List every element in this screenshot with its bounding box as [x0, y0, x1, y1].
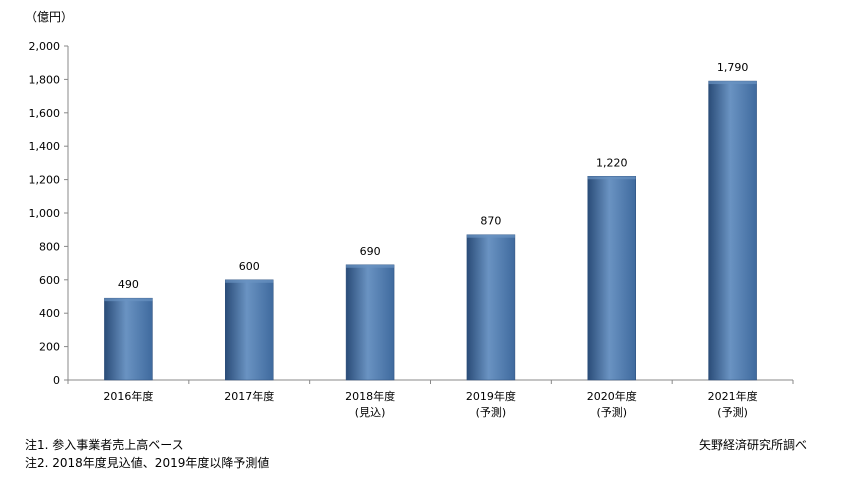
bar-top-highlight [346, 264, 395, 268]
y-tick-label: 800 [39, 240, 60, 253]
x-tick-label: (予測) [596, 405, 627, 419]
y-tick-label: 1,800 [29, 73, 61, 86]
bar-top-highlight [466, 234, 515, 238]
y-tick-label: 1,200 [29, 174, 61, 187]
y-tick-label: 200 [39, 341, 60, 354]
note-1: 注1. 参入事業者売上高ベース [25, 438, 184, 452]
bar [466, 234, 516, 381]
data-label: 690 [360, 245, 381, 258]
x-tick-label: 2019年度 [466, 389, 516, 403]
x-tick-label: (予測) [717, 405, 748, 419]
data-label: 1,790 [717, 61, 749, 74]
x-tick-label: 2021年度 [708, 389, 758, 403]
x-tick-labels: 2016年度 2017年度 2018年度 (見込) 2019年度 (予測) 2020年度 (予… [103, 389, 757, 419]
x-tick-label: (予測) [476, 405, 507, 419]
data-label: 600 [239, 260, 260, 273]
bar-top-highlight [587, 176, 636, 180]
y-tick-label: 1,000 [29, 207, 61, 220]
bar [225, 279, 274, 381]
bars [104, 80, 757, 381]
y-tick-label: 1,600 [29, 107, 61, 120]
x-tick-label: 2018年度 [345, 389, 395, 403]
y-axis-unit-label: （億円） [25, 10, 74, 24]
y-ticks: 0 200 400 600 800 1,000 1,200 1,400 1,600 1,800 2,… [29, 40, 794, 387]
y-tick-label: 1,400 [29, 140, 61, 153]
y-tick-label: 600 [39, 274, 60, 287]
bar [104, 297, 153, 381]
source-credit: 矢野経済研究所調べ [698, 438, 807, 452]
x-tick-label: 2016年度 [103, 389, 153, 403]
bar [708, 80, 757, 381]
x-tick-label: 2017年度 [224, 389, 274, 403]
y-tick-label: 400 [39, 307, 60, 320]
bar [587, 176, 636, 381]
y-tick-label: 0 [53, 374, 60, 387]
bar-chart: 0 200 400 600 800 1,000 1,200 1,400 1,600 1,800 2,… [29, 40, 794, 419]
bar-top-highlight [225, 279, 274, 283]
bar-top-highlight [104, 298, 153, 302]
note-2: 注2. 2018年度見込値、2019年度以降予測値 [25, 456, 270, 470]
y-tick-label: 2,000 [29, 40, 61, 53]
value-labels: 490 600 690 870 1,220 1,790 [118, 61, 748, 291]
bar [345, 264, 395, 381]
data-label: 870 [480, 215, 501, 228]
data-label: 490 [118, 278, 139, 291]
data-label: 1,220 [596, 156, 628, 169]
axes [67, 46, 793, 381]
x-tick-label: (見込) [355, 406, 386, 419]
x-tick-label: 2020年度 [587, 389, 637, 403]
bar-top-highlight [708, 81, 757, 85]
